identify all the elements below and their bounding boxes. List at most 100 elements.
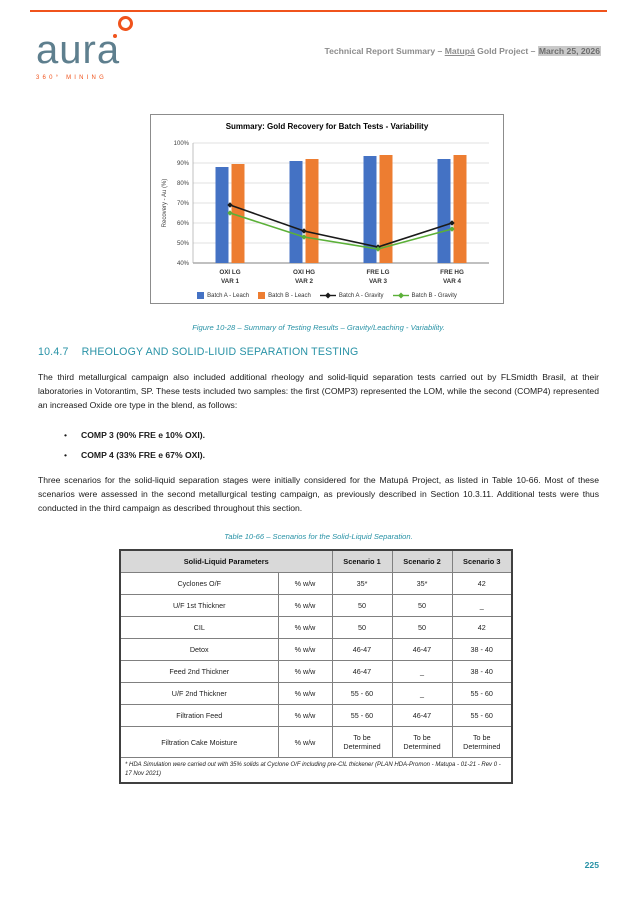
chart-title: Summary: Gold Recovery for Batch Tests -… (225, 122, 429, 131)
legend-item: Batch B - Leach (258, 292, 311, 299)
category-label: FRE HG (440, 269, 464, 276)
bar (363, 156, 377, 263)
line-marker (301, 234, 307, 240)
gravity-line (229, 204, 453, 248)
cell-scenario3: 55 - 60 (451, 682, 513, 705)
table-row: U/F 1st Thickner% w/w 50 50 _ (119, 594, 513, 617)
aura-logo: aura 360° MINING (36, 16, 133, 81)
y-tick-label: 90% (177, 161, 190, 167)
legend-label: Batch B - Leach (268, 292, 311, 299)
cell-param: Filtration Cake Moisture (119, 726, 279, 758)
cell-scenario2: 50 (391, 616, 453, 639)
chart-legend: Batch A - Leach Batch B - Leach Batch A - … (154, 292, 500, 299)
legend-label: Batch A - Gravity (338, 292, 384, 299)
legend-swatch-line (319, 292, 336, 299)
bar (289, 161, 303, 263)
table-row: Cyclones O/F% w/w 35* 35* 42 (119, 572, 513, 595)
legend-swatch-line (392, 292, 409, 299)
category-label: VAR 1 (221, 278, 240, 285)
bar (379, 155, 393, 263)
bullet-dot: • (64, 450, 68, 460)
cell-scenario1: 46-47 (331, 660, 393, 683)
bullet-item: • COMP 4 (33% FRE e 67% OXI). (64, 450, 205, 460)
cell-scenario1: 46-47 (331, 638, 393, 661)
y-tick-label: 60% (177, 221, 190, 227)
cell-param: Filtration Feed (119, 704, 279, 727)
header-title-prefix: Technical Report Summary – (324, 46, 445, 56)
logo-dot-icon (113, 34, 117, 38)
cell-unit: % w/w (277, 660, 333, 683)
paragraph-intro: The third metallurgical campaign also in… (38, 372, 599, 410)
category-label: FRE LG (366, 269, 389, 276)
logo-ring-icon (118, 16, 133, 31)
header-title-matupa: Matupá (444, 46, 475, 56)
cell-scenario3: _ (451, 594, 513, 617)
page-number: 225 (584, 860, 599, 870)
legend-item: Batch B - Gravity (392, 292, 457, 299)
cell-scenario2: 46-47 (391, 638, 453, 661)
table-row: Filtration Feed% w/w 55 - 60 46-47 55 - 60 (119, 704, 513, 727)
bullet-text: COMP 4 (33% FRE e 67% OXI). (81, 450, 206, 460)
y-tick-label: 50% (177, 241, 190, 247)
bar (231, 164, 245, 263)
cell-unit: % w/w (277, 594, 333, 617)
cell-param: U/F 1st Thickner (119, 594, 279, 617)
cell-scenario3: To be Determined (451, 726, 513, 758)
gravity-line (229, 212, 453, 250)
cell-scenario3: 55 - 60 (451, 704, 513, 727)
table-row: Feed 2nd Thickner% w/w 46-47 _ 38 - 40 (119, 660, 513, 683)
cell-unit: % w/w (277, 682, 333, 705)
table-row: Detox% w/w 46-47 46-47 38 - 40 (119, 638, 513, 661)
table-row: Filtration Cake Moisture% w/w To be Deter… (119, 726, 513, 758)
scenario-table: Solid-Liquid Parameters Scenario 1 Scena… (119, 549, 513, 784)
scenario-table-wrapper: Solid-Liquid Parameters Scenario 1 Scena… (119, 549, 513, 784)
paragraph-scenarios: Three scenarios for the solid-liquid sep… (38, 475, 599, 513)
cell-unit: % w/w (277, 726, 333, 758)
section-title: RHEOLOGY AND SOLID-LIUID SEPARATION TEST… (81, 346, 359, 358)
category-label: VAR 2 (295, 278, 314, 285)
bullet-text: COMP 3 (90% FRE e 10% OXI). (81, 430, 206, 440)
y-tick-label: 40% (177, 261, 190, 267)
cell-unit: % w/w (277, 704, 333, 727)
bullet-item: • COMP 3 (90% FRE e 10% OXI). (64, 430, 205, 440)
table-row: CIL% w/w 50 50 42 (119, 616, 513, 639)
figure-caption: Figure 10-28 – Summary of Testing Result… (192, 323, 445, 332)
legend-swatch-bar (258, 292, 266, 299)
cell-scenario2: To be Determined (391, 726, 453, 758)
y-tick-label: 80% (177, 181, 190, 187)
bullet-list: • COMP 3 (90% FRE e 10% OXI). • COMP 4 (… (64, 430, 205, 470)
report-header-title: Technical Report Summary – Matupá Gold P… (325, 46, 601, 56)
table-header-row: Solid-Liquid Parameters Scenario 1 Scena… (119, 549, 513, 573)
gold-recovery-chart-figure: Summary: Gold Recovery for Batch Tests -… (150, 114, 504, 304)
cell-scenario1: 35* (331, 572, 393, 595)
cell-scenario2: 50 (391, 594, 453, 617)
cell-param: Detox (119, 638, 279, 661)
legend-label: Batch A - Leach (207, 292, 250, 299)
table-footnote-row: * HDA Simulation were carried out with 3… (119, 757, 513, 784)
cell-param: U/F 2nd Thickner (119, 682, 279, 705)
table-header-parameters: Solid-Liquid Parameters (119, 549, 333, 573)
y-tick-label: 70% (177, 201, 190, 207)
cell-scenario2: 46-47 (391, 704, 453, 727)
table-header-scenario3: Scenario 3 (451, 549, 513, 573)
cell-scenario3: 38 - 40 (451, 660, 513, 683)
logo-tagline: 360° MINING (36, 75, 107, 81)
legend-swatch-bar (197, 292, 205, 299)
y-axis-label: Recovery - Au (%) (162, 179, 168, 228)
legend-item: Batch A - Leach (197, 292, 249, 299)
bar (437, 159, 451, 263)
bar (215, 167, 229, 263)
bullet-dot: • (64, 430, 68, 440)
cell-scenario3: 38 - 40 (451, 638, 513, 661)
table-header-scenario2: Scenario 2 (391, 549, 453, 573)
logo-wordmark: aura (36, 28, 121, 72)
cell-scenario1: 55 - 60 (331, 682, 393, 705)
cell-param: Feed 2nd Thickner (119, 660, 279, 683)
bar (305, 159, 319, 263)
category-label: VAR 4 (443, 278, 462, 285)
category-label: OXI LG (219, 269, 240, 276)
cell-scenario3: 42 (451, 572, 513, 595)
legend-label: Batch B - Gravity (411, 292, 457, 299)
category-label: VAR 3 (369, 278, 388, 285)
